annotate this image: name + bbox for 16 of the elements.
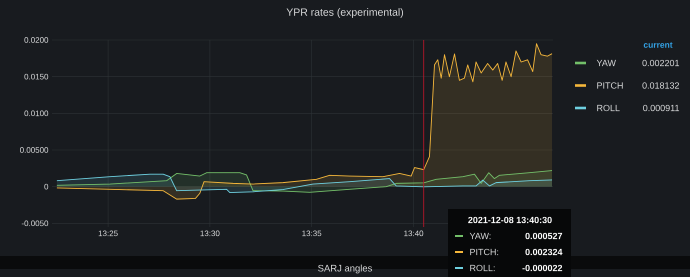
chart-title: YPR rates (experimental) [286,8,404,18]
text: 0.002324 [525,248,562,256]
text: 0.002201 [642,60,680,66]
legend-label: ROLL [597,104,620,112]
annotation: 2021-12-08 13:40:30 [468,216,552,224]
legend-title: current [644,42,672,48]
legend-label: PITCH [597,82,623,89]
text: SARJ angles [318,264,372,274]
text: YAW: [470,232,490,240]
text: ROLL: [470,264,495,272]
text: 0.000527 [525,232,562,240]
text: -0.000022 [522,264,562,272]
legend-label: YAW [596,60,616,66]
text: 0.000911 [643,104,680,112]
text: PITCH: [470,248,498,256]
text: 0.018132 [642,82,680,89]
